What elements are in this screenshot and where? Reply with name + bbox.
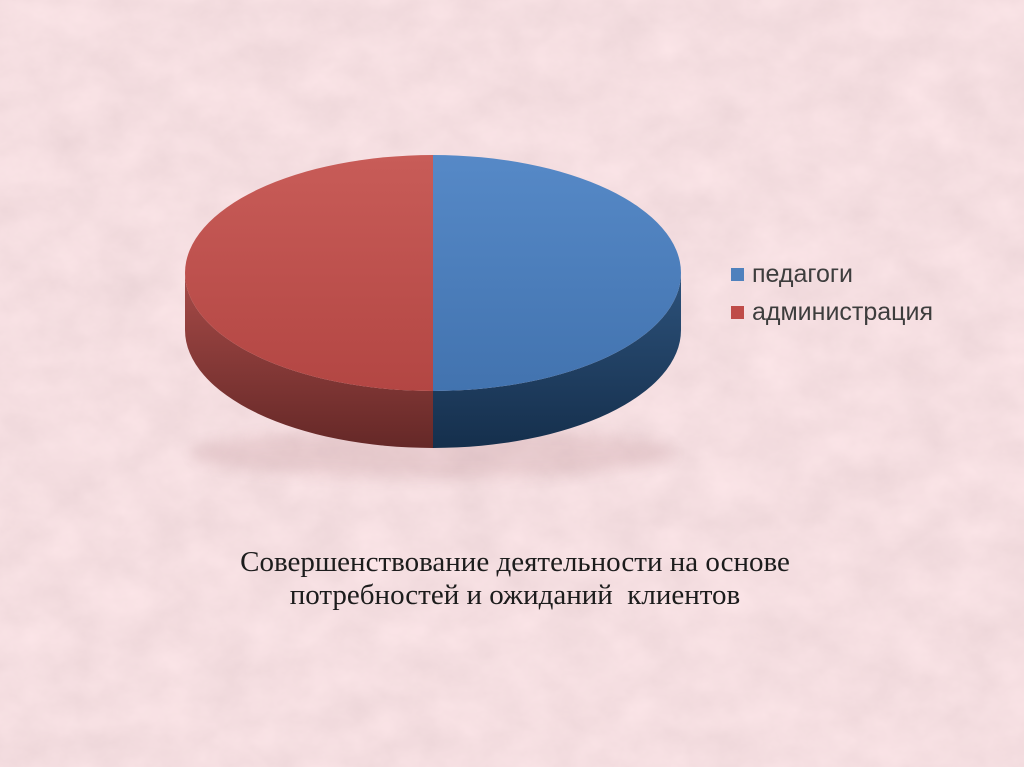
chart-caption: Совершенствование деятельности на основе… bbox=[150, 546, 880, 612]
legend-label-administracia: администрация bbox=[752, 298, 933, 326]
pie-slice-top-0 bbox=[433, 155, 681, 391]
caption-line-2: потребностей и ожиданий клиентов bbox=[289, 579, 741, 611]
chart-legend: педагоги администрация bbox=[731, 259, 933, 327]
legend-item-administracia: администрация bbox=[731, 297, 933, 327]
legend-item-pedagogi: педагоги bbox=[731, 259, 933, 289]
legend-swatch-red-icon bbox=[731, 305, 744, 319]
legend-swatch-blue-icon bbox=[731, 267, 744, 281]
legend-label-pedagogi: педагоги bbox=[752, 260, 853, 288]
pie-slice-side-0 bbox=[433, 273, 681, 448]
pie-slice-side-1 bbox=[185, 273, 433, 448]
pie-shadow bbox=[191, 428, 675, 478]
pie-slice-top-1 bbox=[185, 155, 433, 391]
caption-line-1: Совершенствование деятельности на основе bbox=[240, 546, 790, 578]
